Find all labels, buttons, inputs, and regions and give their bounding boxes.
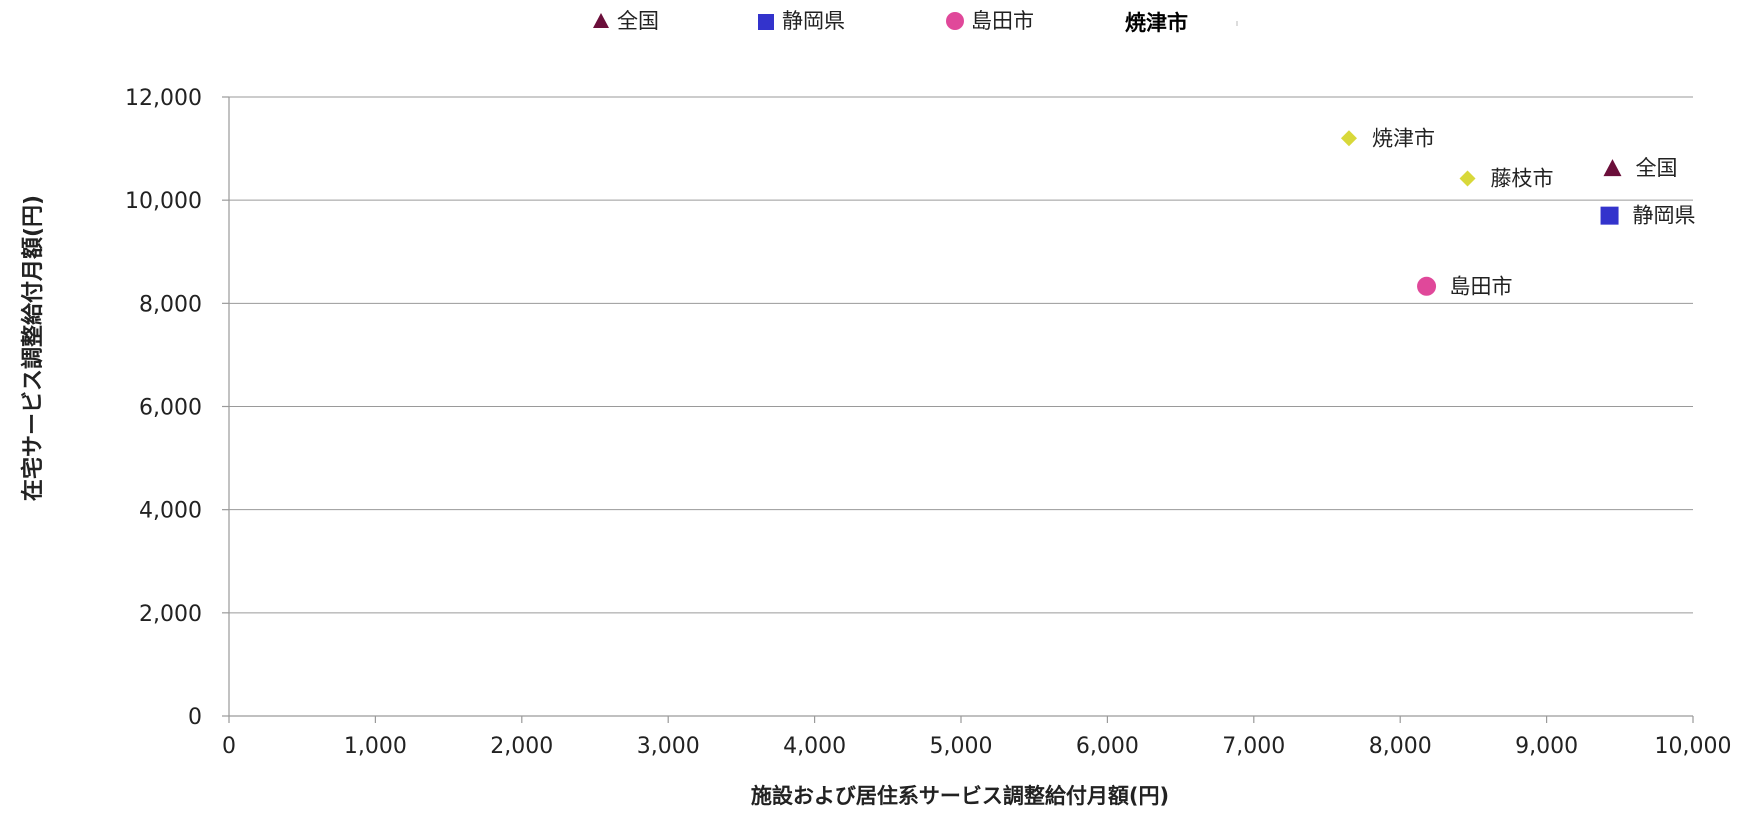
data-label: 焼津市 <box>1372 126 1435 150</box>
data-label: 全国 <box>1635 156 1677 180</box>
legend-label: 島田市 <box>971 9 1034 33</box>
x-tick-label: 4,000 <box>783 734 846 759</box>
data-point <box>1459 170 1476 187</box>
y-tick-label: 4,000 <box>139 499 202 524</box>
y-tick-label: 12,000 <box>125 86 202 111</box>
x-tick-label: 7,000 <box>1222 734 1285 759</box>
y-axis-title: 在宅サービス調整給付月額(円) <box>20 195 46 501</box>
x-tick-label: 5,000 <box>930 734 993 759</box>
legend-label: 全国 <box>617 9 659 33</box>
x-tick-label: 0 <box>222 734 236 759</box>
legend-label: 静岡県 <box>782 9 845 33</box>
x-tick-label: 9,000 <box>1515 734 1578 759</box>
x-tick-label: 3,000 <box>637 734 700 759</box>
x-tick-label: 1,000 <box>344 734 407 759</box>
x-tick-label: 8,000 <box>1369 734 1432 759</box>
data-label: 島田市 <box>1450 274 1513 298</box>
data-label: 藤枝市 <box>1491 167 1554 191</box>
gridlines <box>229 96 1693 614</box>
y-tick-label: 8,000 <box>139 292 202 317</box>
legend-marker <box>946 12 964 30</box>
y-tick-label: 6,000 <box>139 396 202 421</box>
x-tick-label: 10,000 <box>1655 734 1732 759</box>
x-axis-title: 施設および居住系サービス調整給付月額(円) <box>751 784 1169 808</box>
legend: 全国 静岡県 島田市 焼津市 <box>593 9 1238 35</box>
data-label: 静岡県 <box>1633 204 1696 228</box>
y-tick-label: 2,000 <box>139 602 202 627</box>
legend-marker <box>758 14 774 30</box>
x-axis-ticks: 0 1,000 2,000 3,000 4,000 5,000 6,000 7,000 8,00… <box>222 716 1731 759</box>
x-tick-label: 2,000 <box>490 734 553 759</box>
legend-marker <box>593 13 609 28</box>
y-axis-ticks: 0 2,000 4,000 6,000 8,000 10,000 12,000 <box>125 86 229 730</box>
x-tick-label: 6,000 <box>1076 734 1139 759</box>
y-tick-label: 10,000 <box>125 189 202 214</box>
data-point <box>1603 159 1622 177</box>
data-point <box>1417 276 1437 296</box>
data-point <box>1600 206 1619 225</box>
y-tick-label: 0 <box>188 705 202 730</box>
data-point <box>1340 130 1357 147</box>
legend-label: 焼津市 <box>1125 11 1188 35</box>
